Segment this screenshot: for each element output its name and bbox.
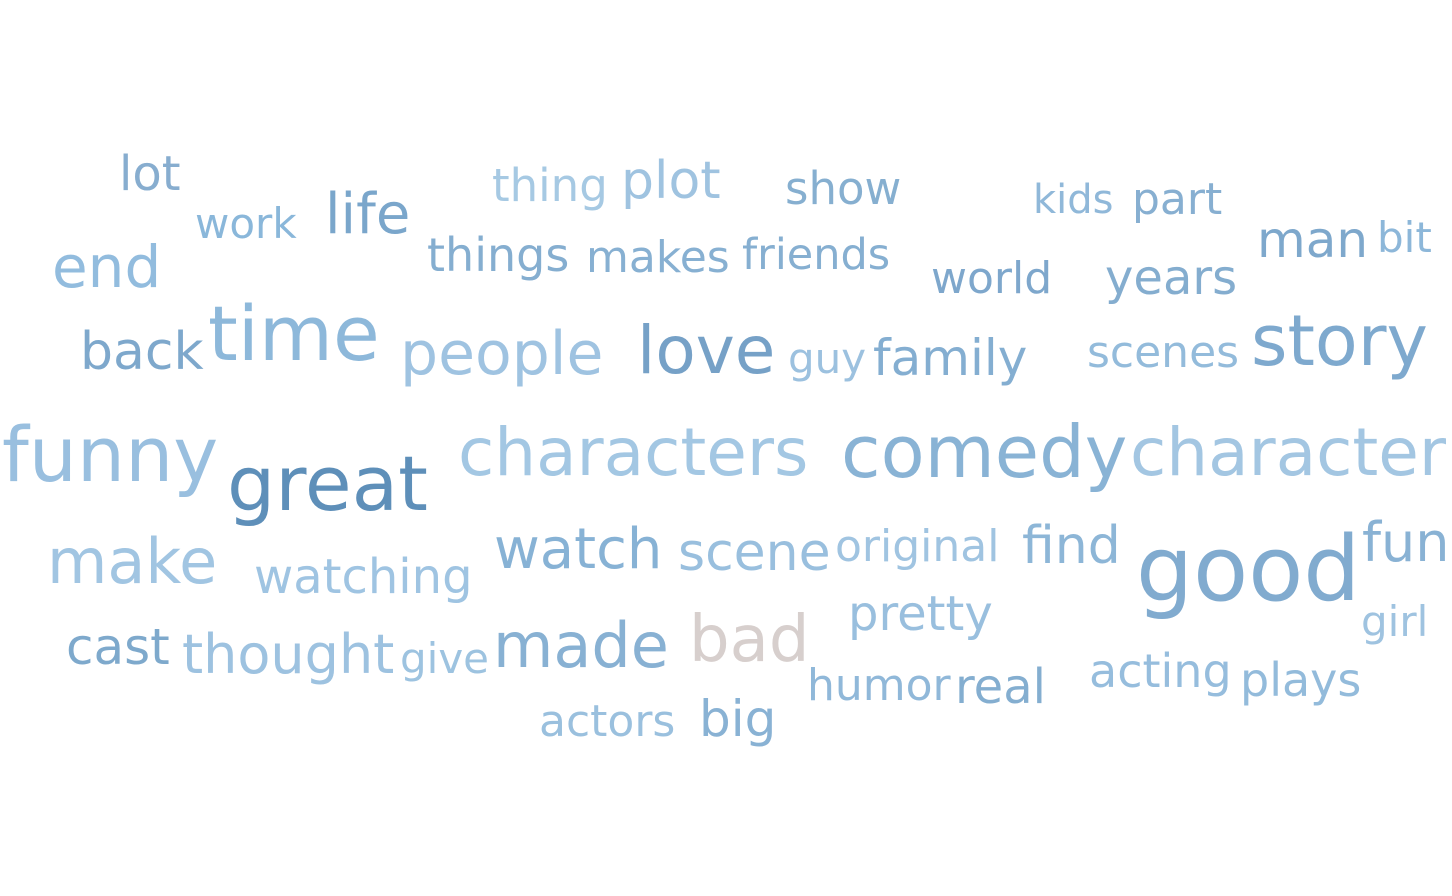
word-world: world <box>931 253 1053 304</box>
word-characters: characters <box>458 414 809 491</box>
word-scene: scene <box>678 523 831 583</box>
word-thing: thing <box>492 159 608 212</box>
word-family: family <box>873 329 1028 387</box>
word-made: made <box>493 609 669 682</box>
word-love: love <box>637 312 776 389</box>
word-bit: bit <box>1377 213 1432 262</box>
word-girl: girl <box>1361 597 1429 646</box>
word-real: real <box>955 659 1046 715</box>
word-end: end <box>52 233 162 301</box>
word-original: original <box>835 521 1000 572</box>
word-cast: cast <box>66 618 170 676</box>
word-funny: funny <box>2 410 219 499</box>
word-show: show <box>785 162 902 215</box>
word-kids: kids <box>1033 177 1114 223</box>
word-find: find <box>1022 516 1121 576</box>
word-back: back <box>80 322 204 382</box>
word-humor: humor <box>807 660 951 711</box>
word-friends: friends <box>742 230 891 280</box>
word-work: work <box>195 199 297 248</box>
word-give: give <box>400 634 490 683</box>
word-story: story <box>1251 300 1428 382</box>
word-pretty: pretty <box>848 586 993 642</box>
word-watching: watching <box>254 549 473 605</box>
word-lot: lot <box>119 146 181 202</box>
word-makes: makes <box>586 232 730 283</box>
word-plays: plays <box>1240 653 1362 707</box>
word-life: life <box>325 182 411 247</box>
word-man: man <box>1257 211 1369 269</box>
word-good: good <box>1136 517 1361 622</box>
word-time: time <box>208 289 380 378</box>
word-great: great <box>227 439 428 528</box>
word-fun: fun <box>1362 511 1450 574</box>
word-watch: watch <box>494 517 663 582</box>
word-bad: bad <box>689 603 810 677</box>
word-acting: acting <box>1089 644 1232 698</box>
word-things: things <box>427 228 570 282</box>
word-plot: plot <box>621 151 721 211</box>
word-comedy: comedy <box>841 410 1128 494</box>
word-character: character <box>1130 414 1447 491</box>
word-make: make <box>47 525 218 598</box>
word-part: part <box>1132 174 1223 225</box>
word-actors: actors <box>539 696 676 747</box>
word-big: big <box>699 690 777 748</box>
word-guy: guy <box>788 334 867 383</box>
word-thought: thought <box>182 623 395 686</box>
word-people: people <box>400 319 604 389</box>
word-scenes: scenes <box>1087 327 1240 378</box>
word-years: years <box>1105 250 1238 306</box>
